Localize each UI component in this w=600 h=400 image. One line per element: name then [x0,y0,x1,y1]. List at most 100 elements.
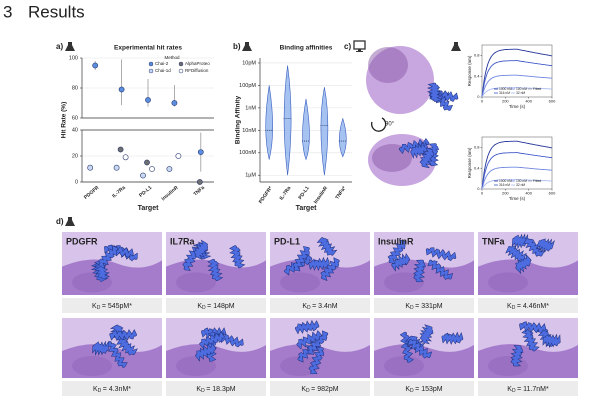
helix [519,321,546,333]
kd-label: KD = 148pM [197,303,234,311]
panel-label: b) [233,42,241,51]
helix [400,332,413,363]
helix [321,258,340,281]
kd-box [166,381,266,396]
legend-label: Chai-2 [155,61,169,66]
helix [506,246,526,261]
helix [92,342,109,355]
kd-value: = 982pM [311,386,339,393]
sensorgram-curve [481,166,553,190]
monitor-screen [353,40,366,50]
x-axis-label: Time (s) [509,196,526,201]
dot [118,86,125,93]
y-tick-label: 10pM [242,60,256,66]
helix [104,245,134,258]
helix [194,240,208,259]
protein-tile: KD = 982pM [270,318,370,396]
y-tick-label: 100 [69,55,78,61]
x-tick-label: 400 [525,191,532,196]
helix [230,245,245,268]
y-tick-label: 1nM [245,105,256,111]
sensorgram-curve [481,74,553,98]
legend-marker [178,68,184,74]
chart-title: Experimental hit rates [114,45,182,52]
kd-symbol: K [92,303,97,310]
protein-tile: KD = 545pM* PDGFR [62,232,162,313]
y-tick-label: 20 [72,153,78,159]
legend-label: 32 nM [516,91,525,95]
kd-symbol: K [507,386,512,393]
legend-title: Method [164,55,180,60]
section-title: Results [28,2,85,21]
y-axis-label: Response (nm) [467,55,472,86]
x-tick-label: InsulinR [161,185,180,203]
kd-subscript: D [202,305,206,311]
monitor-stand [356,49,363,52]
chart-title: Binding affinities [280,45,333,52]
sensorgram-curve [481,48,553,98]
legend-marker [148,68,154,74]
kd-symbol: K [302,303,307,310]
helix [309,347,324,374]
x-axis-label: Target [296,205,318,212]
dot [87,164,94,171]
kd-value: = 4.46nM* [517,303,549,310]
violin-body [283,65,292,176]
helix [117,339,137,355]
helix [199,332,224,349]
y-axis-label: Hit Rate (%) [61,102,68,138]
target-name: PDGFR [66,236,98,246]
kd-value: = 331pM [415,303,443,310]
x-axis-label: Time (s) [509,104,526,109]
y-tick-label: 80 [72,85,78,91]
helix [428,83,441,102]
x-tick-label: 600 [549,191,556,196]
dot [117,146,124,153]
helix [511,345,523,366]
monitor-icon [353,40,366,52]
protein-tile: KD = 3.4nM PD-L1 [270,232,370,313]
legend-label: 316 nM [499,91,510,95]
kd-box [166,298,266,313]
kd-symbol: K [301,386,306,393]
flask-shape [65,42,75,51]
y-tick-label: 1µM [245,173,256,179]
dot [149,166,155,172]
x-tick-label: PD-L1 [138,185,153,199]
x-tick-label: PD-L1 [298,185,311,200]
kd-symbol: K [405,386,410,393]
y-tick-label: 0 [477,94,480,99]
violin-body [302,98,310,161]
flask-icon [65,42,75,51]
surface-bump [488,272,528,293]
helix [428,260,453,280]
x-tick-label: TNFa [193,185,207,198]
helix [512,235,528,248]
legend-label: 1000 nM [499,87,512,91]
legend-label: AlphaProteo [185,61,210,66]
dot [144,159,150,166]
kd-subscript: D [512,388,516,394]
dot [171,100,178,106]
dot [140,172,146,179]
legend-label: 100 nM [516,87,527,91]
y-tick-label: 60 [72,115,78,121]
helix [317,237,337,255]
surface-bump [488,356,528,376]
kd-label: KD = 3.4nM [302,303,337,311]
kd-value: = 11.7nM* [517,386,549,393]
y-tick-label: 0.4 [474,73,480,78]
flask-shape [65,217,75,226]
helix [515,255,531,273]
target-name: PD-L1 [274,236,300,246]
helix [308,331,328,355]
x-tick-label: IL-7Ra [111,185,127,200]
x-tick-label: PDGFR* [258,185,274,204]
kd-label: KD = 11.7nM* [507,386,549,394]
helix [413,260,426,282]
rotate-arrow [371,117,387,132]
dot [92,62,99,69]
kd-label: KD = 982pM [301,386,338,394]
helix [208,259,222,281]
